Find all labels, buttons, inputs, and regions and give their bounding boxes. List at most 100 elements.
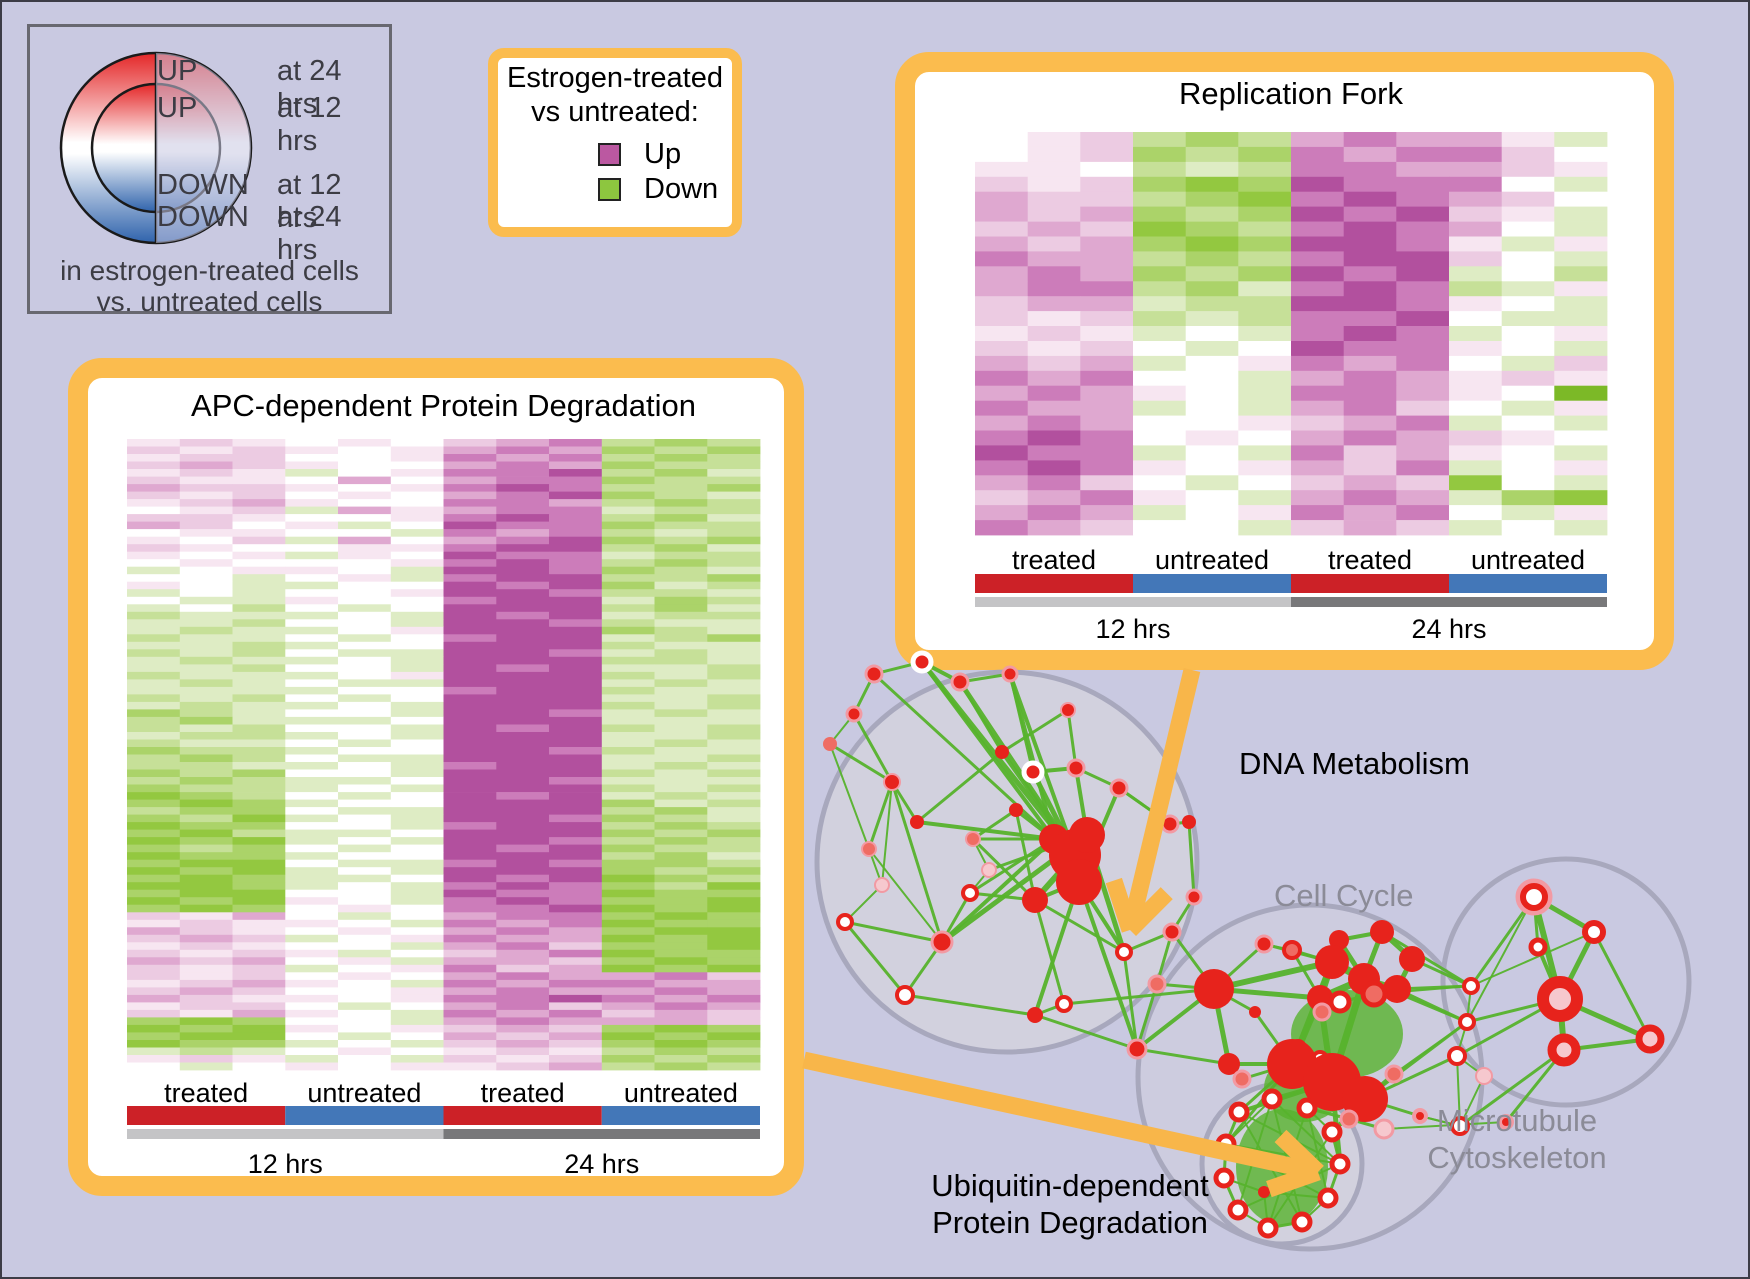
network-node: [1009, 803, 1023, 817]
network-edge: [1135, 982, 1159, 1051]
network-edge: [1117, 786, 1172, 826]
network-edge: [1557, 929, 1597, 1002]
network-edge: [1331, 1118, 1350, 1133]
network-edge: [1393, 1021, 1468, 1075]
ubiquitin-label-line2: Protein Degradation: [932, 1205, 1208, 1240]
network-edge: [1305, 1080, 1334, 1110]
network-edge: [843, 920, 944, 944]
network-node: [1311, 1050, 1329, 1068]
edge-density-blob: [1291, 990, 1403, 1078]
microtubule-label-line1: Microtubule: [1436, 1103, 1598, 1138]
network-edge: [1074, 766, 1089, 837]
network-node: [1296, 1097, 1318, 1119]
network-edge: [1135, 987, 1216, 1051]
network-edge: [1050, 835, 1079, 859]
network-edge: [1557, 996, 1653, 1042]
network-edge: [1329, 937, 1342, 965]
network-edge: [1347, 1117, 1386, 1131]
network-node: [1115, 943, 1133, 961]
network-node: [836, 913, 854, 931]
network-edge: [1361, 929, 1385, 982]
network-node: [1109, 778, 1129, 798]
network-edge: [1237, 1209, 1269, 1229]
network-edge: [1267, 1107, 1308, 1229]
network-edge: [1363, 1054, 1459, 1101]
network-edge: [1263, 1191, 1329, 1199]
network-node: [864, 664, 884, 684]
network-edge: [1456, 1055, 1485, 1077]
network-node: [1055, 995, 1073, 1013]
network-node: [883, 773, 901, 791]
network-edge: [1592, 930, 1652, 1041]
network-edge: [1077, 880, 1139, 1051]
network-node: [1328, 990, 1352, 1014]
network-edge: [1290, 948, 1322, 1000]
network-edge: [1329, 1079, 1343, 1167]
panel-to-cluster-arrow: [1105, 668, 1201, 937]
network-edge: [1014, 808, 1056, 841]
network-node: [1329, 1153, 1351, 1175]
network-edge: [1327, 1077, 1370, 1104]
network-edge: [1008, 672, 1056, 841]
network-node: [845, 705, 863, 723]
estrogen-legend-box: [488, 48, 742, 237]
network-node: [1321, 1121, 1343, 1143]
network-edge: [1267, 1131, 1333, 1229]
network-edge: [1008, 672, 1035, 774]
network-node: [1582, 920, 1606, 944]
network-edge: [1062, 987, 1216, 1006]
legend-caption-line1: in estrogen-treated cells: [60, 255, 359, 286]
legend-caption-line2: vs. untreated cells: [96, 286, 323, 317]
cluster-circle-0: [814, 669, 1200, 1055]
apc-heatmap-panel: [68, 358, 804, 1196]
network-edge: [1305, 1106, 1351, 1121]
network-node: [874, 877, 890, 893]
network-node: [1537, 976, 1583, 1022]
network-node: [1458, 1013, 1476, 1031]
network-node: [1547, 1033, 1581, 1067]
network-node: [1160, 814, 1180, 834]
network-edge: [1122, 930, 1174, 954]
network-edge: [1336, 937, 1367, 982]
network-edge: [958, 680, 1004, 754]
network-edge: [1455, 997, 1562, 1058]
network-edge: [1211, 986, 1323, 1001]
edge-density-blob: [1236, 1109, 1328, 1225]
network-node: [1232, 1069, 1252, 1089]
network-edge: [940, 837, 1056, 944]
network-node: [1348, 963, 1380, 995]
network-edge: [890, 780, 944, 944]
edge-density-blob: [1264, 1054, 1344, 1122]
network-edge: [1225, 1143, 1329, 1199]
network-edge: [1562, 1037, 1652, 1052]
network-edge: [829, 743, 870, 850]
network-node: [1303, 1053, 1361, 1111]
network-edge: [1224, 1062, 1294, 1146]
network-node: [1291, 1211, 1313, 1233]
network-node: [1069, 817, 1105, 853]
network-edge: [1223, 1177, 1265, 1193]
network-edge: [1170, 895, 1196, 934]
network-node: [1218, 1053, 1240, 1075]
network-edge: [1306, 1107, 1333, 1133]
network-edge: [1224, 1110, 1241, 1146]
network-edge: [1084, 832, 1127, 955]
network-edge: [1290, 948, 1334, 964]
column-group-label: untreated: [1470, 545, 1586, 575]
network-edge: [987, 833, 1089, 872]
network-edge: [1456, 1021, 1468, 1057]
microtubule-label-line2: Cytoskeleton: [1427, 1140, 1607, 1175]
network-edge: [1394, 956, 1415, 992]
network-edge: [1222, 1176, 1240, 1212]
network-edge: [1033, 1013, 1139, 1051]
network-edge: [1557, 996, 1567, 1053]
network-edge: [1238, 1111, 1303, 1223]
network-node: [1447, 1046, 1467, 1066]
network-node: [1060, 702, 1076, 718]
network-edge: [1211, 959, 1335, 992]
network-edge: [1168, 820, 1191, 826]
network-edge: [1289, 995, 1323, 1067]
network-edge: [1117, 786, 1172, 826]
network-edge: [1077, 880, 1126, 954]
network-edge: [1000, 708, 1070, 754]
